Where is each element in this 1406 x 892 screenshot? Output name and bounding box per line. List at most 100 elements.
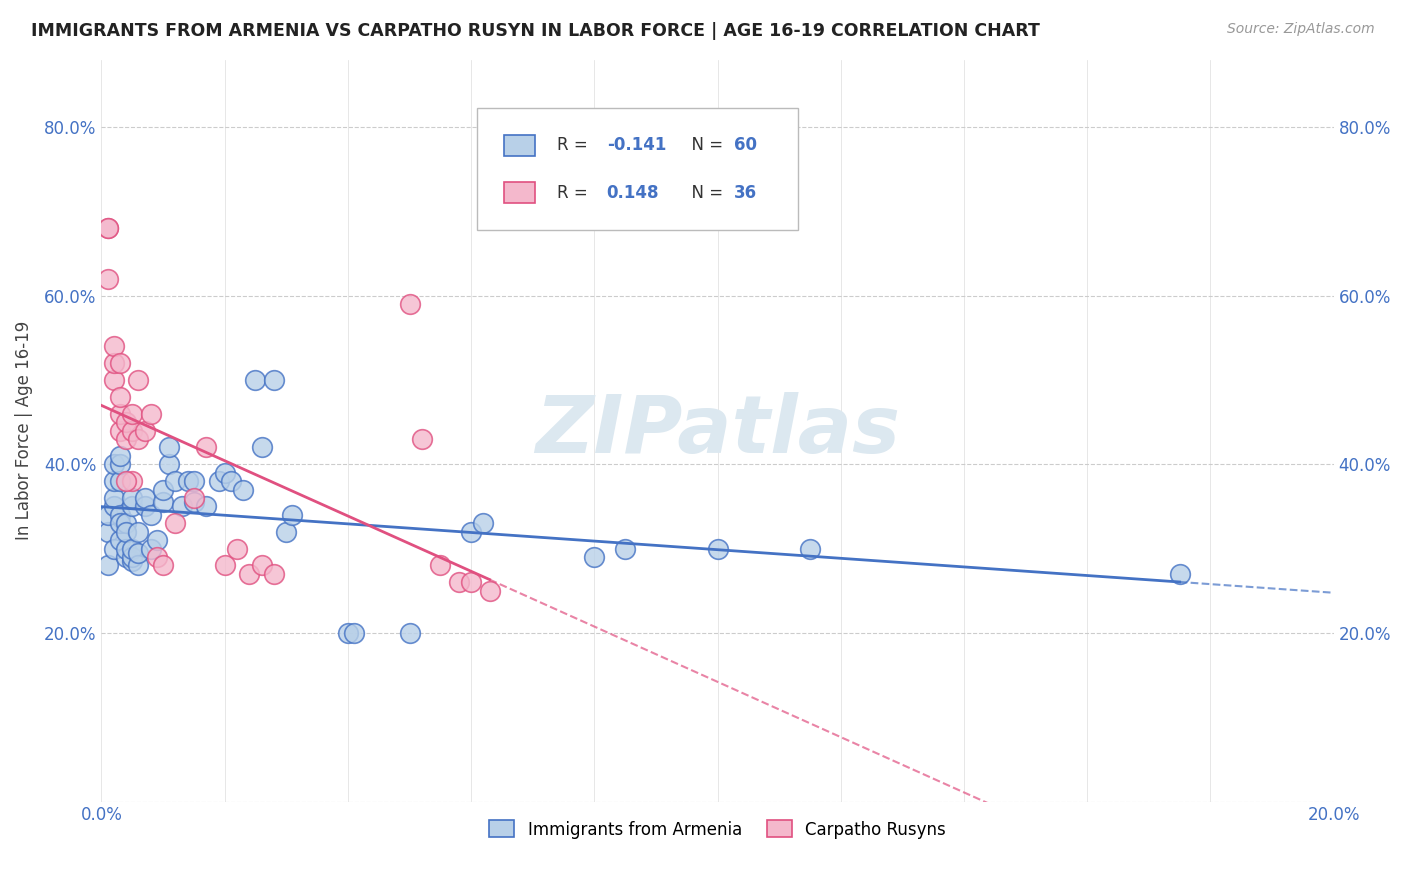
Point <box>97 221 120 235</box>
Text: 36: 36 <box>734 184 756 202</box>
Point <box>108 458 131 472</box>
Point <box>263 373 285 387</box>
Text: -0.141: -0.141 <box>606 136 666 154</box>
Point <box>139 407 162 421</box>
Point <box>103 373 125 387</box>
Point <box>146 533 169 548</box>
Text: ZIPatlas: ZIPatlas <box>536 392 900 469</box>
Bar <box>505 182 536 203</box>
Point <box>245 373 267 387</box>
Point <box>152 558 174 573</box>
Point <box>429 558 451 573</box>
Point <box>343 626 366 640</box>
Point <box>103 500 125 514</box>
Bar <box>505 135 536 156</box>
Point <box>121 407 143 421</box>
Point <box>108 516 131 531</box>
Point <box>134 424 156 438</box>
Point <box>195 500 218 514</box>
FancyBboxPatch shape <box>477 108 797 230</box>
Point <box>108 407 131 421</box>
Point <box>115 516 138 531</box>
Point <box>115 432 138 446</box>
Point <box>398 626 420 640</box>
Point <box>103 339 125 353</box>
Point <box>214 558 236 573</box>
Point <box>139 541 162 556</box>
Point <box>103 491 125 505</box>
Point <box>219 474 242 488</box>
Point <box>177 474 200 488</box>
Point <box>152 483 174 497</box>
Point <box>170 500 193 514</box>
Point <box>139 508 162 522</box>
Point <box>165 474 187 488</box>
Point <box>108 474 131 488</box>
Point <box>121 541 143 556</box>
Point <box>127 546 149 560</box>
Point <box>127 432 149 446</box>
Point <box>195 441 218 455</box>
Point <box>108 390 131 404</box>
Point <box>134 491 156 505</box>
Legend: Immigrants from Armenia, Carpatho Rusyns: Immigrants from Armenia, Carpatho Rusyns <box>482 814 952 846</box>
Point <box>108 508 131 522</box>
Point <box>103 458 125 472</box>
Point <box>121 491 143 505</box>
Point <box>447 575 470 590</box>
Point <box>472 516 495 531</box>
Point <box>214 466 236 480</box>
Point <box>103 356 125 370</box>
Point <box>614 541 637 556</box>
Point <box>165 516 187 531</box>
Point <box>97 272 120 286</box>
Text: IMMIGRANTS FROM ARMENIA VS CARPATHO RUSYN IN LABOR FORCE | AGE 16-19 CORRELATION: IMMIGRANTS FROM ARMENIA VS CARPATHO RUSY… <box>31 22 1040 40</box>
Point <box>121 554 143 568</box>
Point <box>250 441 273 455</box>
Point <box>183 495 205 509</box>
Point <box>276 524 298 539</box>
Point <box>108 533 131 548</box>
Point <box>583 550 606 565</box>
Point <box>460 524 482 539</box>
Point <box>108 449 131 463</box>
Text: R =: R = <box>557 136 593 154</box>
Point <box>238 566 260 581</box>
Point <box>226 541 249 556</box>
Point <box>157 441 180 455</box>
Point <box>121 500 143 514</box>
Point <box>1168 566 1191 581</box>
Point <box>250 558 273 573</box>
Point <box>127 373 149 387</box>
Point <box>183 474 205 488</box>
Text: 60: 60 <box>734 136 756 154</box>
Point <box>115 524 138 539</box>
Point <box>97 558 120 573</box>
Point <box>97 221 120 235</box>
Point <box>460 575 482 590</box>
Text: Source: ZipAtlas.com: Source: ZipAtlas.com <box>1227 22 1375 37</box>
Point <box>207 474 229 488</box>
Point <box>121 550 143 565</box>
Point <box>97 508 120 522</box>
Point <box>398 297 420 311</box>
Point <box>232 483 254 497</box>
Point <box>103 541 125 556</box>
Point <box>263 566 285 581</box>
Point <box>799 541 821 556</box>
Point <box>478 583 501 598</box>
Text: 0.148: 0.148 <box>606 184 659 202</box>
Point <box>157 458 180 472</box>
Point <box>115 415 138 429</box>
Point <box>127 524 149 539</box>
Point <box>121 424 143 438</box>
Point <box>411 432 433 446</box>
Point <box>108 356 131 370</box>
Point <box>146 550 169 565</box>
Point <box>134 500 156 514</box>
Point <box>115 474 138 488</box>
Point <box>97 524 120 539</box>
Text: R =: R = <box>557 184 593 202</box>
Point <box>183 491 205 505</box>
Y-axis label: In Labor Force | Age 16-19: In Labor Force | Age 16-19 <box>15 321 32 541</box>
